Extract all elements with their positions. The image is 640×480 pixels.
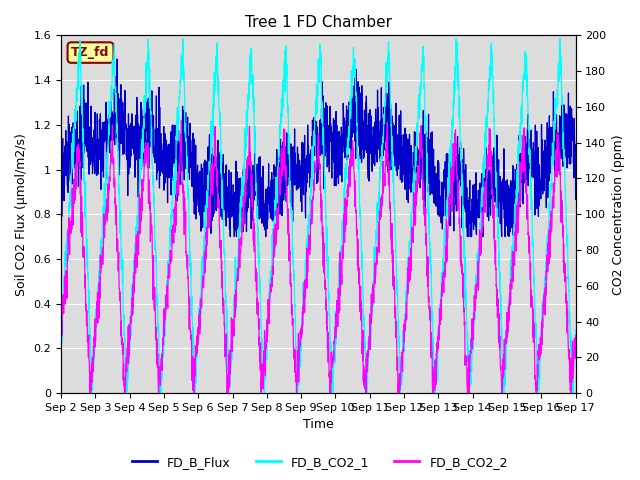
Legend: FD_B_Flux, FD_B_CO2_1, FD_B_CO2_2: FD_B_Flux, FD_B_CO2_1, FD_B_CO2_2 <box>127 451 513 474</box>
Y-axis label: Soil CO2 Flux (μmol/m2/s): Soil CO2 Flux (μmol/m2/s) <box>15 133 28 296</box>
X-axis label: Time: Time <box>303 419 333 432</box>
Text: TZ_fd: TZ_fd <box>71 46 109 59</box>
Title: Tree 1 FD Chamber: Tree 1 FD Chamber <box>245 15 392 30</box>
Y-axis label: CO2 Concentration (ppm): CO2 Concentration (ppm) <box>612 134 625 295</box>
